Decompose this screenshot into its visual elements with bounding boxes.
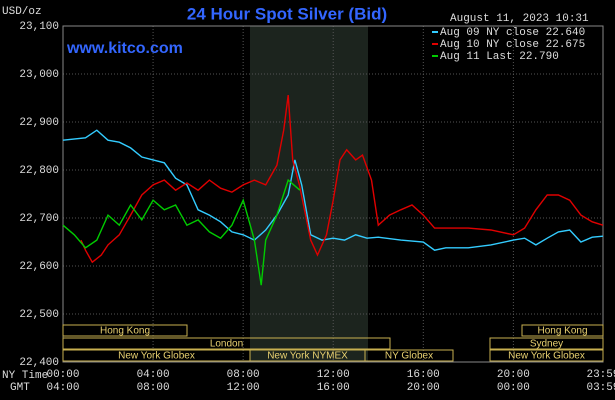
x-tick-label: 12:00 [317, 369, 350, 381]
unit-label: USD/oz [2, 6, 42, 18]
session-bar [364, 349, 454, 362]
series-line [80, 95, 604, 264]
x-tick-label: 20:00 [497, 369, 530, 381]
y-tick-label: 22,700 [19, 213, 59, 225]
x-tick-label: 00:00 [46, 369, 79, 381]
gmt-tick-label: 08:00 [137, 382, 170, 394]
x-tick-label: 16:00 [407, 369, 440, 381]
y-tick-label: 22,800 [19, 165, 59, 177]
session-label: New York Globex [508, 351, 585, 362]
x-row-label: NY Time [2, 370, 48, 382]
gmt-tick-label: 20:00 [407, 382, 440, 394]
session-label: New York Globex [118, 351, 195, 362]
session-label: London [210, 339, 243, 350]
series-line [62, 178, 301, 286]
gmt-tick-label: 03:59 [586, 382, 615, 394]
session-bar [521, 324, 604, 337]
session-label: NY Globex [385, 351, 433, 362]
session-bar [489, 337, 604, 350]
watermark: www.kitco.com [66, 40, 183, 57]
y-tick-label: 22,500 [19, 309, 59, 321]
y-tick-label: 22,600 [19, 261, 59, 273]
session-bar [62, 324, 188, 337]
session-label: Hong Kong [537, 326, 587, 337]
chart-title: 24 Hour Spot Silver (Bid) [187, 4, 387, 23]
y-tick-label: 23,000 [19, 69, 59, 81]
legend-label: Aug 11 Last 22.790 [440, 51, 559, 63]
plot-frame [62, 25, 604, 363]
gmt-tick-label: 04:00 [46, 382, 79, 394]
x-tick-label: 04:00 [137, 369, 170, 381]
gmt-tick-label: 12:00 [227, 382, 260, 394]
session-label: Hong Kong [100, 326, 150, 337]
y-tick-label: 23,100 [19, 21, 59, 33]
series-line [62, 129, 604, 251]
session-bar [62, 337, 391, 350]
gmt-tick-label: 00:00 [497, 382, 530, 394]
x-tick-label: 23:59 [586, 369, 615, 381]
session-label: Sydney [530, 339, 563, 350]
gmt-tick-label: 16:00 [317, 382, 350, 394]
y-tick-label: 22,400 [19, 357, 59, 369]
x-tick-label: 08:00 [227, 369, 260, 381]
legend-label: Aug 10 NY close 22.675 [440, 39, 585, 51]
session-highlight [250, 26, 368, 362]
x-row-label: GMT [10, 382, 30, 394]
y-tick-label: 22,900 [19, 117, 59, 129]
session-bar [489, 349, 604, 362]
session-label: New York NYMEX [267, 351, 348, 362]
legend-label: Aug 09 NY close 22.640 [440, 27, 585, 39]
date-label: August 11, 2023 10:31 [450, 13, 589, 25]
